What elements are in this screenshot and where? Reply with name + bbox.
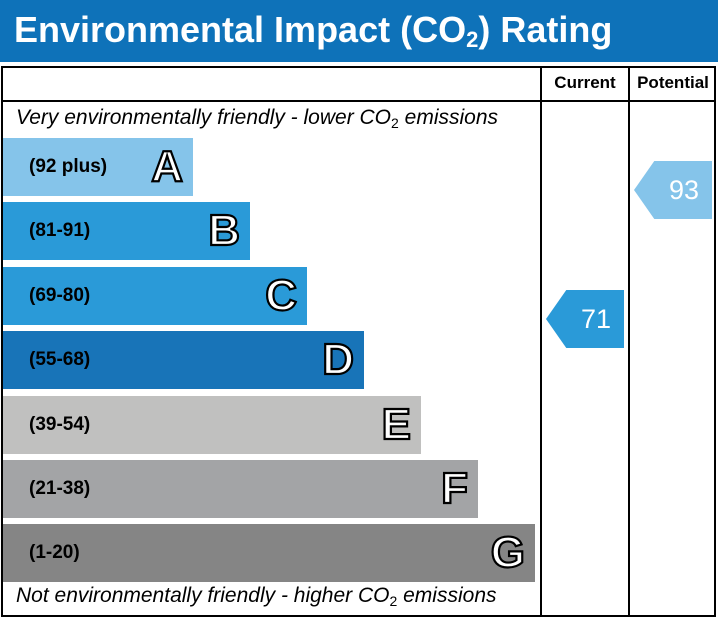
band-range-label: (92 plus) bbox=[29, 156, 108, 177]
rating-table bbox=[1, 66, 716, 617]
current-rating-value: 71 bbox=[580, 304, 612, 334]
potential-rating-value: 93 bbox=[668, 175, 700, 205]
current-column-header: Current bbox=[554, 73, 616, 92]
current-column-divider bbox=[540, 66, 542, 617]
band-range-label: (69-80) bbox=[29, 285, 91, 306]
potential-column-divider bbox=[628, 66, 630, 617]
band-a: (92 plus) A bbox=[3, 138, 193, 196]
top-note: Very environmentally friendly - lower CO… bbox=[16, 106, 499, 131]
bottom-note: Not environmentally friendly - higher CO… bbox=[16, 584, 497, 609]
band-d: (55-68) D bbox=[3, 331, 364, 389]
band-letter: F bbox=[440, 463, 469, 514]
band-letter: D bbox=[321, 334, 355, 385]
band-b: (81-91) B bbox=[3, 202, 250, 260]
header-divider bbox=[1, 100, 716, 102]
band-range-label: (1-20) bbox=[29, 542, 80, 563]
band-range-label: (39-54) bbox=[29, 414, 91, 435]
band-letter: G bbox=[490, 527, 526, 578]
potential-rating-arrow: 93 bbox=[634, 161, 712, 219]
band-letter: B bbox=[207, 205, 241, 256]
band-range-label: (21-38) bbox=[29, 478, 91, 499]
title-bar: Environmental Impact (CO2) Rating bbox=[0, 0, 718, 62]
chart-title: Environmental Impact (CO2) Rating bbox=[14, 9, 613, 52]
band-g: (1-20) G bbox=[3, 524, 535, 582]
potential-column-header: Potential bbox=[637, 73, 709, 92]
band-letter: E bbox=[381, 399, 413, 450]
band-c: (69-80) C bbox=[3, 267, 307, 325]
band-f: (21-38) F bbox=[3, 460, 478, 518]
band-letter: A bbox=[150, 141, 184, 192]
band-range-label: (55-68) bbox=[29, 349, 91, 370]
band-letter: C bbox=[264, 270, 298, 321]
band-range-label: (81-91) bbox=[29, 220, 91, 241]
current-rating-arrow: 71 bbox=[546, 290, 624, 348]
band-e: (39-54) E bbox=[3, 396, 421, 454]
